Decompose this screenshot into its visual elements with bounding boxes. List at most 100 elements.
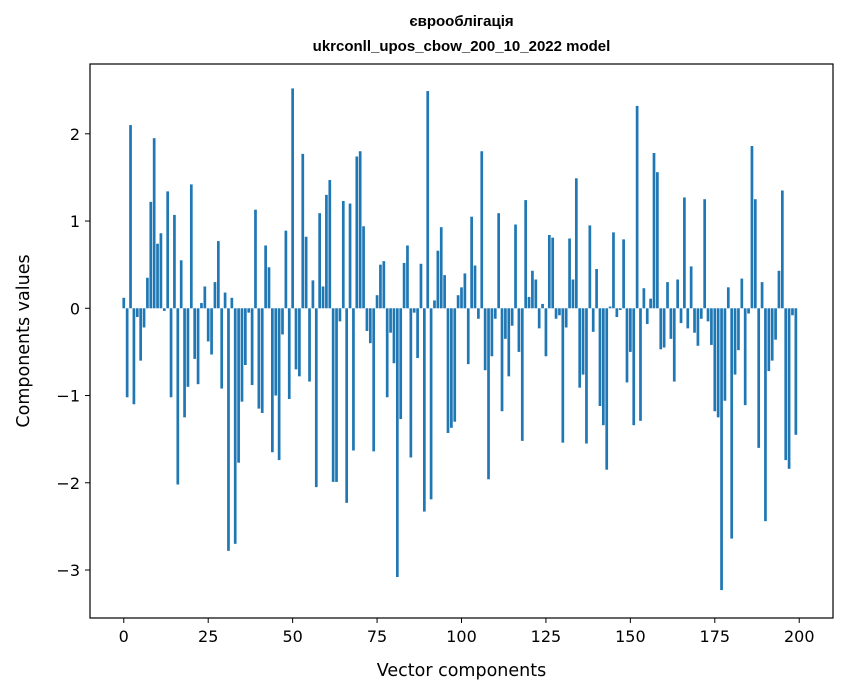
- x-axis-ticks: 0 25 50 75 100 125 150 175 200: [119, 618, 815, 646]
- bar-component-90: [426, 91, 430, 309]
- bar-component-106: [480, 151, 484, 309]
- bar-component-16: [176, 308, 180, 485]
- bar-component-158: [656, 172, 659, 309]
- bar-component-173: [706, 308, 710, 322]
- bar-component-15: [173, 214, 176, 309]
- bar-component-149: [625, 308, 629, 383]
- bar-component-119: [524, 200, 528, 309]
- bar-component-57: [314, 308, 318, 488]
- y-axis-label: Components values: [14, 254, 34, 427]
- bar-component-37: [247, 308, 251, 313]
- bar-component-100: [460, 287, 463, 309]
- bar-component-56: [311, 280, 315, 309]
- bar-component-196: [784, 308, 788, 461]
- bar-component-86: [412, 308, 416, 313]
- bar-component-120: [527, 296, 531, 309]
- bar-component-138: [588, 225, 592, 309]
- bar-component-35: [240, 308, 244, 402]
- bar-component-10: [156, 243, 159, 309]
- bar-component-102: [466, 308, 470, 365]
- bar-component-53: [301, 153, 305, 309]
- bar-component-44: [271, 308, 274, 453]
- bar-component-150: [629, 308, 632, 352]
- bar-component-41: [260, 308, 264, 413]
- bar-component-55: [308, 308, 311, 382]
- bar-component-85: [409, 308, 413, 458]
- bar-component-0: [122, 297, 126, 309]
- bar-component-14: [169, 308, 173, 398]
- bar-component-42: [264, 245, 267, 309]
- y-tick-label: 0: [70, 299, 80, 318]
- bar-component-126: [547, 235, 551, 309]
- bar-component-139: [591, 308, 595, 332]
- chart-title: єврооблігація: [409, 13, 513, 30]
- bar-component-137: [585, 308, 588, 444]
- bar-component-8: [149, 201, 153, 309]
- bar-component-51: [294, 308, 298, 370]
- bar-component-141: [598, 308, 602, 406]
- bar-component-182: [737, 308, 740, 351]
- bar-component-59: [321, 286, 325, 309]
- bar-component-93: [436, 250, 440, 309]
- bar-component-29: [220, 308, 224, 389]
- bar-component-179: [726, 287, 730, 309]
- bar-component-140: [595, 269, 598, 309]
- bar-component-185: [747, 308, 750, 314]
- bar-component-183: [740, 278, 744, 309]
- x-axis-label: Vector components: [377, 661, 546, 681]
- bar-component-190: [764, 308, 767, 522]
- bar-component-91: [429, 308, 433, 500]
- bar-component-112: [500, 308, 504, 412]
- bar-component-92: [433, 300, 436, 309]
- bar-component-134: [574, 178, 578, 309]
- bar-component-188: [757, 308, 761, 448]
- bar-component-132: [568, 238, 571, 309]
- bar-component-170: [696, 308, 700, 346]
- bar-component-98: [453, 308, 457, 422]
- bar-component-62: [331, 308, 335, 482]
- bar-component-160: [662, 308, 666, 348]
- x-tick-label: 125: [531, 627, 562, 646]
- bar-component-171: [699, 308, 703, 319]
- x-tick-label: 0: [119, 627, 129, 646]
- bar-component-49: [287, 308, 291, 400]
- bar-component-176: [716, 308, 720, 418]
- bar-component-131: [564, 308, 568, 328]
- bar-component-148: [622, 239, 625, 309]
- bar-component-180: [730, 308, 734, 539]
- bar-component-152: [635, 105, 639, 309]
- bar-component-116: [514, 224, 517, 309]
- bar-component-194: [777, 270, 781, 309]
- x-tick-label: 50: [282, 627, 302, 646]
- bar-component-22: [196, 308, 200, 385]
- bar-component-83: [402, 262, 406, 309]
- bar-component-84: [406, 245, 409, 309]
- bar-component-107: [483, 308, 487, 371]
- bar-component-111: [497, 213, 500, 309]
- x-tick-label: 200: [784, 627, 815, 646]
- bar-component-136: [581, 308, 585, 375]
- bar-component-118: [520, 308, 524, 441]
- bar-component-34: [237, 308, 240, 463]
- bar-component-104: [473, 265, 477, 309]
- bar-component-2: [129, 125, 132, 309]
- bar-component-193: [774, 308, 777, 340]
- bar-component-124: [541, 303, 544, 309]
- bar-component-72: [365, 308, 369, 331]
- bar-component-54: [304, 236, 308, 309]
- bar-component-88: [419, 263, 423, 309]
- bar-component-26: [210, 308, 213, 355]
- bar-component-186: [750, 146, 754, 309]
- bar-component-122: [534, 279, 538, 309]
- y-tick-label: −1: [56, 387, 80, 406]
- bar-component-20: [189, 184, 193, 309]
- bar-component-172: [703, 199, 707, 309]
- bar-component-166: [683, 197, 686, 309]
- bar-component-105: [477, 308, 480, 319]
- bar-component-30: [223, 292, 227, 309]
- bar-component-66: [345, 308, 349, 503]
- bar-component-23: [200, 303, 203, 309]
- x-tick-label: 150: [615, 627, 646, 646]
- bar-component-96: [446, 308, 450, 434]
- bar-component-146: [615, 308, 619, 317]
